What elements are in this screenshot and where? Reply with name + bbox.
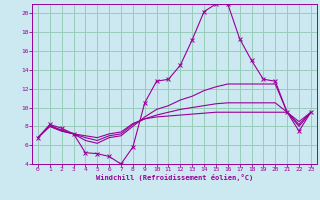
X-axis label: Windchill (Refroidissement éolien,°C): Windchill (Refroidissement éolien,°C) bbox=[96, 174, 253, 181]
